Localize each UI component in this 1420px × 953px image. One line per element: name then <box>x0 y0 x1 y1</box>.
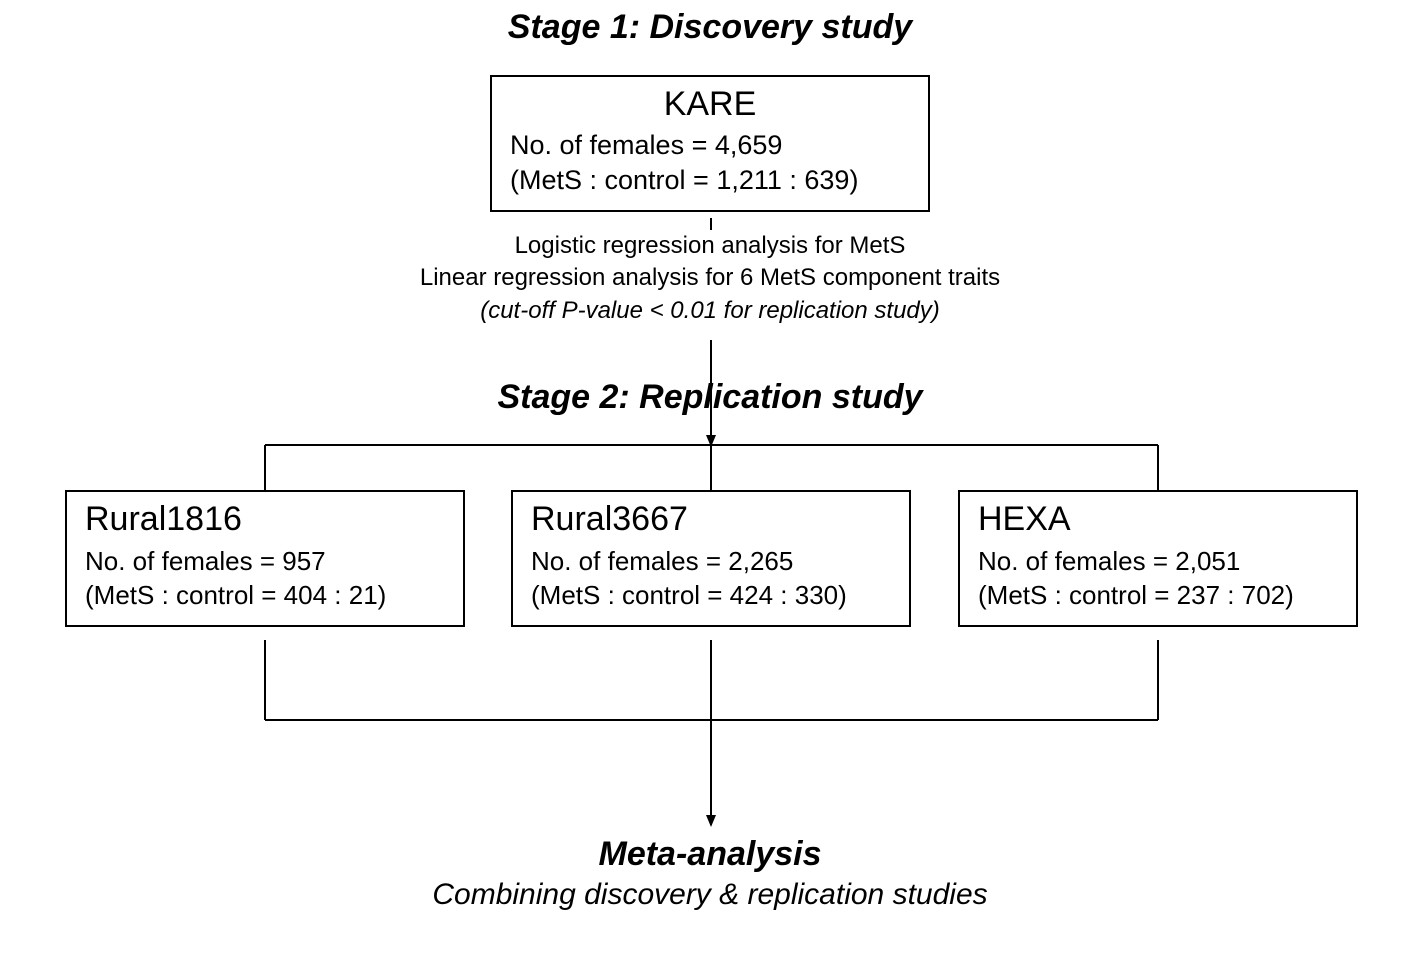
stage2-title: Stage 2: Replication study <box>0 378 1420 417</box>
rural1816-line1: No. of females = 957 <box>85 545 445 579</box>
kare-title: KARE <box>510 85 910 124</box>
kare-line2: (MetS : control = 1,211 : 639) <box>510 163 910 198</box>
rural3667-title: Rural3667 <box>531 500 891 539</box>
hexa-box: HEXA No. of females = 2,051 (MetS : cont… <box>958 490 1358 627</box>
meta-title: Meta-analysis <box>0 835 1420 874</box>
kare-box: KARE No. of females = 4,659 (MetS : cont… <box>490 75 930 212</box>
analysis-line2: Linear regression analysis for 6 MetS co… <box>0 262 1420 294</box>
rural1816-box: Rural1816 No. of females = 957 (MetS : c… <box>65 490 465 627</box>
rural3667-line1: No. of females = 2,265 <box>531 545 891 579</box>
analysis-text: Logistic regression analysis for MetS Li… <box>0 230 1420 327</box>
hexa-line2: (MetS : control = 237 : 702) <box>978 579 1338 613</box>
analysis-line3: (cut-off P-value < 0.01 for replication … <box>0 295 1420 327</box>
hexa-title: HEXA <box>978 500 1338 539</box>
rural1816-line2: (MetS : control = 404 : 21) <box>85 579 445 613</box>
hexa-line1: No. of females = 2,051 <box>978 545 1338 579</box>
stage1-title: Stage 1: Discovery study <box>0 8 1420 47</box>
rural3667-line2: (MetS : control = 424 : 330) <box>531 579 891 613</box>
meta-subtitle: Combining discovery & replication studie… <box>0 878 1420 912</box>
rural3667-box: Rural3667 No. of females = 2,265 (MetS :… <box>511 490 911 627</box>
rural1816-title: Rural1816 <box>85 500 445 539</box>
analysis-line1: Logistic regression analysis for MetS <box>0 230 1420 262</box>
kare-line1: No. of females = 4,659 <box>510 128 910 163</box>
